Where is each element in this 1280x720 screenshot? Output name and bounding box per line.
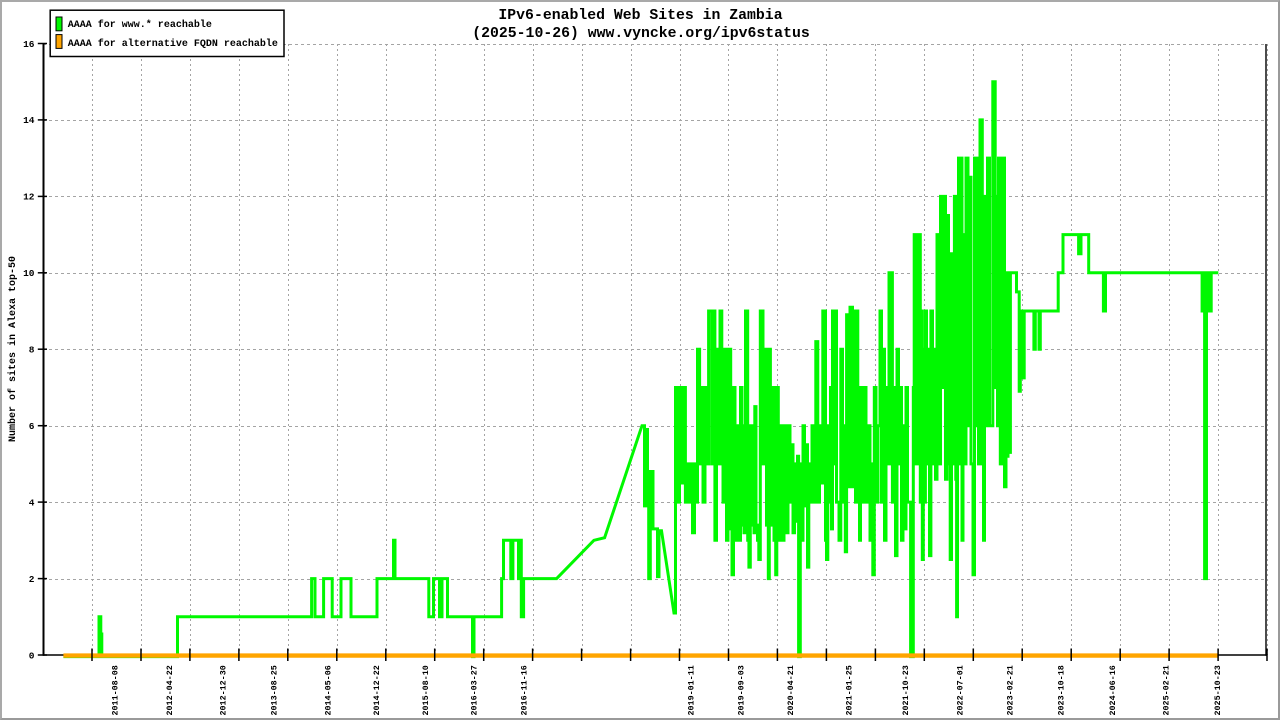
svg-text:0: 0 <box>29 650 35 661</box>
svg-text:8: 8 <box>29 345 35 356</box>
svg-text:Number of sites in Alexa top-5: Number of sites in Alexa top-50 <box>7 256 19 442</box>
svg-text:2025-10-23: 2025-10-23 <box>1213 665 1223 715</box>
svg-text:2025-02-21: 2025-02-21 <box>1161 665 1171 715</box>
svg-text:2016-11-16: 2016-11-16 <box>520 665 530 715</box>
svg-text:AAAA for alternative FQDN reac: AAAA for alternative FQDN reachable <box>68 38 278 50</box>
svg-text:2022-07-01: 2022-07-01 <box>956 665 966 715</box>
svg-text:2023-10-18: 2023-10-18 <box>1057 665 1067 715</box>
svg-text:14: 14 <box>23 115 35 126</box>
svg-text:2014-12-22: 2014-12-22 <box>372 665 382 715</box>
svg-text:2024-06-16: 2024-06-16 <box>1108 665 1118 715</box>
svg-text:4: 4 <box>29 497 35 508</box>
svg-text:12: 12 <box>23 192 35 203</box>
svg-text:2012-12-30: 2012-12-30 <box>219 665 229 715</box>
svg-text:2016-03-27: 2016-03-27 <box>469 665 479 715</box>
svg-text:2023-02-21: 2023-02-21 <box>1006 665 1016 715</box>
svg-text:2019-09-03: 2019-09-03 <box>737 665 747 715</box>
svg-text:(2025-10-26) www.vyncke.org/ip: (2025-10-26) www.vyncke.org/ipv6status <box>472 26 809 42</box>
svg-text:10: 10 <box>23 268 35 279</box>
svg-text:AAAA for www.* reachable: AAAA for www.* reachable <box>68 19 212 31</box>
svg-text:2021-10-23: 2021-10-23 <box>901 665 911 715</box>
svg-text:2021-01-25: 2021-01-25 <box>844 665 854 715</box>
svg-text:2: 2 <box>29 574 35 585</box>
svg-text:2019-01-11: 2019-01-11 <box>686 665 696 715</box>
svg-text:2020-04-21: 2020-04-21 <box>786 665 796 715</box>
svg-text:2013-08-25: 2013-08-25 <box>269 665 279 715</box>
svg-text:16: 16 <box>23 39 35 50</box>
svg-text:2015-08-10: 2015-08-10 <box>421 665 431 715</box>
svg-text:2014-05-06: 2014-05-06 <box>323 665 333 715</box>
svg-text:6: 6 <box>29 421 35 432</box>
svg-text:IPv6-enabled Web Sites in Zamb: IPv6-enabled Web Sites in Zambia <box>498 8 782 24</box>
svg-text:2011-08-08: 2011-08-08 <box>110 665 120 715</box>
svg-text:2012-04-22: 2012-04-22 <box>165 665 175 715</box>
